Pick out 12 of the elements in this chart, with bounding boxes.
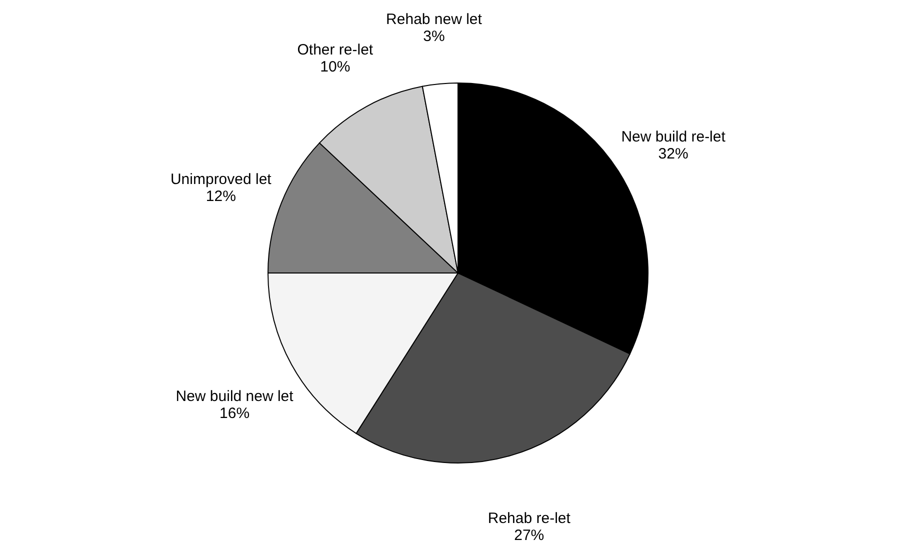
data-label: 27% [514,526,544,544]
slice-label: Unimproved let [170,171,272,188]
slice-label: New build new let [176,388,294,405]
data-label: 12% [206,188,236,206]
slice-label: Rehab new let [386,11,483,28]
data-label: 10% [320,58,350,76]
data-label: 32% [658,145,688,162]
data-label: 16% [220,404,250,422]
data-label: 3% [423,28,445,46]
slice-label: New build re-let [621,128,726,146]
slice-label: Other re-let [297,42,374,59]
slice-label: Rehab re-let [488,510,572,527]
